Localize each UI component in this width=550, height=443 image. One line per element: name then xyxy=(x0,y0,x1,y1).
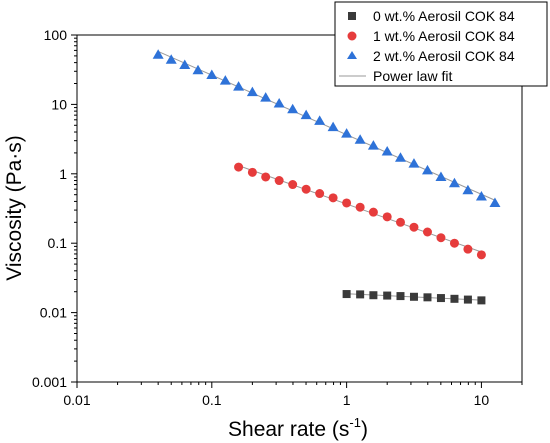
y-tick-label: 0.01 xyxy=(40,305,67,321)
point-1wt xyxy=(409,222,419,232)
point-2wt xyxy=(435,171,447,181)
point-1wt xyxy=(247,167,257,177)
point-1wt xyxy=(463,244,473,254)
point-2wt xyxy=(421,164,433,175)
point-1wt xyxy=(476,250,486,260)
point-0wt xyxy=(477,296,486,305)
point-1wt xyxy=(261,172,271,182)
point-1wt xyxy=(436,233,446,243)
point-2wt xyxy=(408,158,420,168)
legend-label-fit: Power law fit xyxy=(373,68,452,84)
point-2wt xyxy=(273,98,285,108)
legend-marker-1wt xyxy=(347,31,357,41)
point-1wt xyxy=(315,189,325,199)
x-axis-title-sup: -1 xyxy=(349,415,361,430)
y-tick-label: 10 xyxy=(51,96,67,112)
point-1wt xyxy=(234,162,244,172)
point-1wt xyxy=(288,180,298,190)
point-2wt xyxy=(354,134,366,144)
y-tick-label: 1 xyxy=(59,166,67,182)
point-2wt xyxy=(448,177,460,188)
x-tick-label: 0.01 xyxy=(63,392,90,408)
point-1wt xyxy=(449,238,459,248)
x-axis-title-main: Shear rate (s xyxy=(228,418,349,441)
point-1wt xyxy=(395,217,405,227)
point-1wt xyxy=(422,227,432,237)
point-0wt xyxy=(463,295,472,304)
plot-frame xyxy=(76,34,523,383)
y-axis-title: Viscosity (Pa·s) xyxy=(3,135,26,280)
x-tick-label: 10 xyxy=(474,392,490,408)
x-tick-label: 1 xyxy=(343,392,351,408)
point-2wt xyxy=(367,140,379,150)
point-2wt xyxy=(206,69,218,80)
fit-lines xyxy=(157,50,496,301)
legend-label-0wt: 0 wt.% Aerosil COK 84 xyxy=(373,8,515,24)
legend: 0 wt.% Aerosil COK 84 1 wt.% Aerosil COK… xyxy=(334,1,548,87)
point-1wt xyxy=(368,207,378,217)
point-0wt xyxy=(409,292,418,301)
point-0wt xyxy=(383,291,392,300)
point-0wt xyxy=(436,294,445,303)
point-2wt xyxy=(327,121,339,132)
point-2wt xyxy=(287,103,299,114)
y-tick-label: 100 xyxy=(44,27,68,43)
legend-marker-2wt xyxy=(347,51,357,59)
point-2wt xyxy=(300,109,312,120)
legend-label-2wt: 2 wt.% Aerosil COK 84 xyxy=(373,48,515,64)
point-0wt xyxy=(450,294,459,303)
point-1wt xyxy=(274,176,284,186)
point-2wt xyxy=(475,191,487,201)
point-0wt xyxy=(356,290,365,299)
point-2wt xyxy=(462,184,474,195)
x-tick-label: 0.1 xyxy=(202,392,222,408)
point-2wt xyxy=(314,115,326,125)
point-2wt xyxy=(246,86,258,97)
point-2wt xyxy=(165,54,177,64)
point-1wt xyxy=(355,202,365,212)
point-1wt xyxy=(382,212,392,222)
point-1wt xyxy=(328,193,338,203)
point-2wt xyxy=(219,75,231,85)
legend-marker-0wt xyxy=(348,12,356,20)
point-1wt xyxy=(342,198,352,208)
y-tick-label: 0.001 xyxy=(32,374,67,390)
point-2wt xyxy=(179,59,191,69)
legend-box xyxy=(334,1,548,87)
y-tick-label: 0.1 xyxy=(48,235,68,251)
point-2wt xyxy=(192,64,204,75)
point-2wt xyxy=(381,145,393,156)
point-0wt xyxy=(369,291,378,300)
point-2wt xyxy=(233,81,245,91)
point-1wt xyxy=(301,184,311,194)
x-axis-title: Shear rate (s-1) xyxy=(228,415,368,441)
x-axis-ticks: 0.01 0.1 1 10 xyxy=(63,382,523,408)
point-2wt xyxy=(341,128,353,138)
point-2wt xyxy=(260,92,272,102)
legend-label-1wt: 1 wt.% Aerosil COK 84 xyxy=(373,28,515,44)
y-axis-ticks: 0.001 0.01 0.1 1 10 100 xyxy=(32,27,77,390)
data-marks xyxy=(152,49,501,305)
point-0wt xyxy=(423,293,432,302)
point-0wt xyxy=(396,292,405,301)
point-2wt xyxy=(489,197,501,207)
point-2wt xyxy=(394,152,406,162)
point-0wt xyxy=(342,290,351,299)
x-axis-title-tail: ) xyxy=(361,418,368,441)
point-2wt xyxy=(152,49,164,59)
